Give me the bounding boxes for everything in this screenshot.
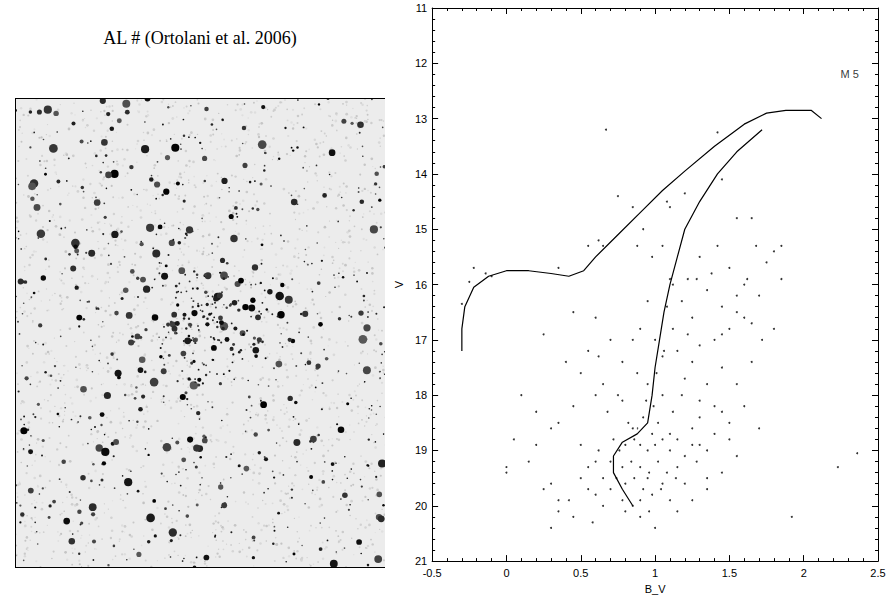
svg-text:17: 17 xyxy=(415,334,427,346)
svg-text:V: V xyxy=(393,280,405,288)
svg-text:0.5: 0.5 xyxy=(573,567,588,579)
svg-text:2.5: 2.5 xyxy=(870,567,885,579)
svg-text:2: 2 xyxy=(801,567,807,579)
svg-text:-0.5: -0.5 xyxy=(423,567,442,579)
svg-text:1: 1 xyxy=(652,567,658,579)
html-text:AL # (Ortolani et al. 2006): AL # (Ortolani et al. 2006) xyxy=(103,28,297,48)
svg-text:1.5: 1.5 xyxy=(722,567,737,579)
svg-text:18: 18 xyxy=(415,389,427,401)
svg-text:M 5: M 5 xyxy=(841,68,859,80)
svg-text:11: 11 xyxy=(416,2,427,14)
svg-text:20: 20 xyxy=(415,500,427,512)
svg-text:0: 0 xyxy=(503,567,509,579)
svg-text:13: 13 xyxy=(415,113,427,125)
svg-text:15: 15 xyxy=(415,223,427,235)
svg-text:16: 16 xyxy=(415,279,427,291)
svg-text:12: 12 xyxy=(415,57,427,69)
svg-text:B_V: B_V xyxy=(645,583,666,595)
svg-text:19: 19 xyxy=(415,444,427,456)
svg-text:14: 14 xyxy=(415,168,427,180)
svg-text:21: 21 xyxy=(415,555,427,567)
